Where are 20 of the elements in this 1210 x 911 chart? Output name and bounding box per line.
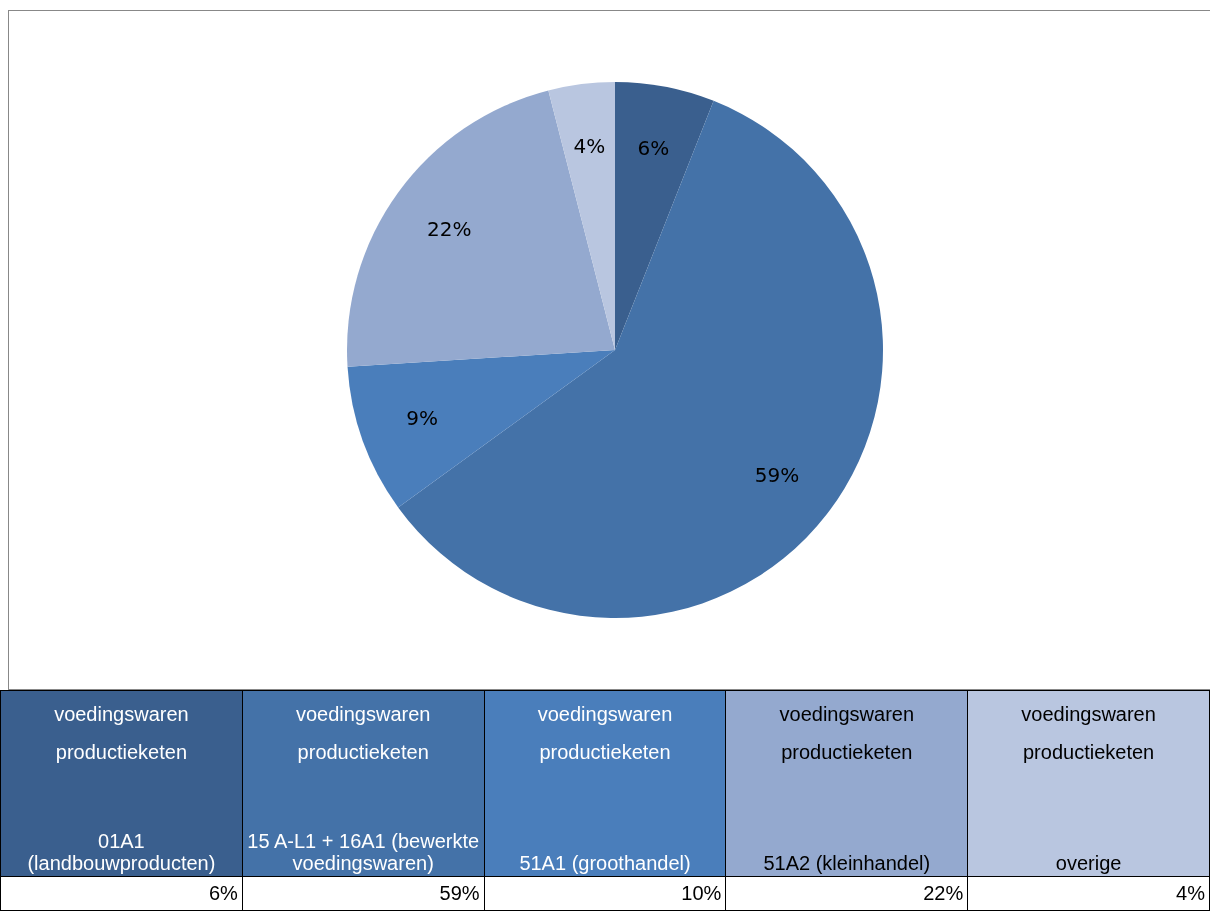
category-label: voedingswaren productieketen 15 A-L1 + 16A1 (bewerkte voedingswaren) — [247, 703, 480, 874]
pie-slice — [398, 100, 883, 618]
text: 10% — [484, 876, 726, 911]
category-label: voedingswaren productieketen 51A1 (groothandel) — [519, 703, 691, 874]
text: 6% — [0, 876, 243, 911]
text: 59% — [242, 876, 485, 911]
data-label: 6% — [637, 135, 670, 160]
category-label: voedingswaren productieketen 51A2 (kleinhandel) — [763, 703, 931, 874]
category-label: voedingswaren productieketen 01A1 (landbouwproducten) — [27, 703, 216, 874]
category-label: voedingswaren productieketen overige — [1021, 703, 1156, 874]
data-label: 22% — [426, 216, 472, 241]
pie-slice — [548, 82, 615, 350]
pie-slice — [347, 90, 615, 367]
data-label: 4% — [573, 133, 606, 158]
pie-slice — [347, 350, 615, 508]
pie-slice — [615, 82, 714, 350]
data-label: 9% — [406, 406, 438, 431]
text: 4% — [967, 876, 1210, 911]
text: 22% — [725, 876, 968, 911]
data-label: 59% — [754, 462, 800, 487]
